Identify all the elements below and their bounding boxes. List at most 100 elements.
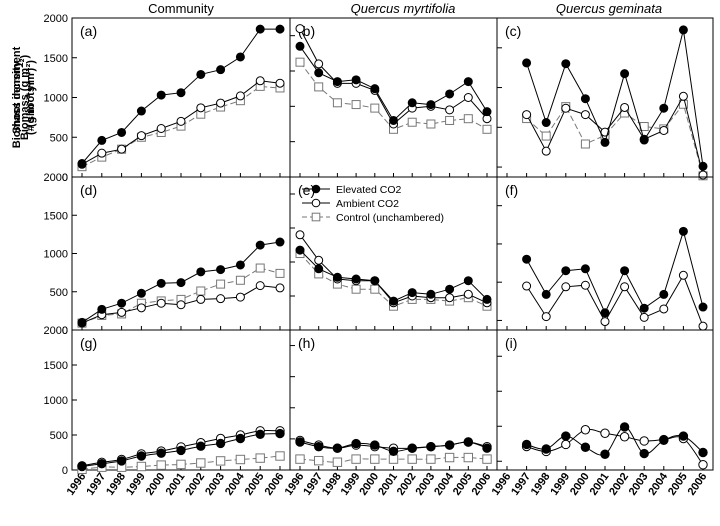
elevated-point	[522, 58, 532, 68]
elevated-point	[445, 89, 455, 99]
ambient-point	[639, 312, 649, 322]
ambient-point	[698, 321, 708, 331]
y-tick-label: 1000	[44, 395, 68, 407]
x-tick-label: 2004	[646, 470, 670, 498]
ambient-point	[275, 283, 285, 293]
x-tick-label: 2003	[413, 471, 437, 498]
ambient-point	[619, 432, 630, 442]
x-tick-label: 1998	[104, 471, 128, 498]
elevated-point	[639, 448, 649, 459]
elevated-point	[176, 88, 186, 98]
x-tick-label: 2001	[588, 471, 612, 498]
elevated-point	[311, 184, 321, 194]
ambient-point	[639, 436, 649, 446]
ambient-point	[311, 198, 321, 208]
ambient-point	[580, 425, 591, 435]
x-tick-label: 1998	[529, 471, 553, 498]
ambient-point	[156, 124, 166, 134]
control-point	[388, 454, 399, 464]
x-tick-label: 2002	[607, 471, 631, 498]
control-point	[445, 115, 455, 125]
elevated-point	[426, 289, 436, 299]
ambient-point	[314, 255, 324, 265]
panel-label: (g)	[80, 335, 97, 351]
control-point	[482, 124, 492, 134]
elevated-point	[77, 158, 87, 168]
panel-a: 0 500 1000 1500 2000 (a) Biomass (g m⁻²)	[19, 13, 291, 184]
elevated-point	[156, 90, 166, 100]
elevated-point	[77, 317, 87, 327]
x-tick-label: 2006	[470, 471, 494, 498]
control-point	[215, 456, 226, 466]
ambient-point	[196, 103, 206, 113]
elevated-point	[482, 107, 492, 117]
elevated-series-line	[526, 229, 704, 315]
plot-area: 0 500 1000 1500 2000 (a) Biomass (g m⁻²) 0 500 10…	[11, 13, 714, 498]
ambient-point	[136, 131, 146, 141]
ambient-point	[176, 300, 186, 310]
ambient-point	[445, 293, 455, 303]
control-series-line	[81, 85, 281, 168]
elevated-point	[698, 302, 708, 312]
elevated-point	[426, 100, 436, 110]
x-tick-label: 2000	[357, 471, 381, 498]
control-point	[295, 454, 305, 464]
ambient-series-line	[526, 94, 704, 176]
elevated-point	[600, 137, 610, 147]
panel-g: 0500100015002000199619971998199920002001…	[44, 325, 291, 498]
panel-label: (c)	[505, 23, 521, 39]
control-point	[370, 284, 380, 294]
y-tick-label: 0	[62, 172, 68, 184]
y-axis-label: Biomass (g m⁻²)	[19, 55, 31, 141]
control-point	[136, 461, 147, 472]
panel-frame	[496, 176, 714, 331]
legend-label-ambient: Ambient CO2	[336, 198, 399, 210]
ambient-point	[117, 307, 127, 317]
y-tick-label: 2000	[44, 325, 68, 337]
elevated-point	[678, 226, 688, 236]
ambient-point	[117, 144, 127, 154]
elevated-point	[370, 84, 380, 94]
x-tick-label: 2005	[451, 471, 475, 498]
ambient-point	[698, 460, 708, 470]
control-series-line	[526, 103, 704, 176]
control-point	[196, 286, 206, 296]
y-axis-label: Biomass increment	[11, 46, 23, 148]
elevated-point	[388, 446, 399, 457]
ambient-point	[235, 292, 245, 302]
y-tick-label: 500	[50, 132, 68, 144]
elevated-point	[97, 304, 107, 314]
x-tick-label: 2002	[183, 471, 207, 498]
control-point	[255, 263, 265, 273]
ambient-point	[698, 170, 708, 180]
ambient-point	[659, 304, 669, 314]
panel-b: (b)Shoot density (# shoots m⁻²)	[11, 17, 498, 178]
y-axis-label-units: (g m⁻² yr⁻¹)	[25, 68, 37, 128]
control-point	[314, 82, 324, 92]
elevated-point	[678, 431, 689, 441]
ambient-point	[156, 298, 166, 308]
elevated-point	[620, 266, 630, 276]
elevated-series-line	[299, 46, 488, 122]
y-tick-label: 1500	[44, 53, 68, 65]
ambient-point	[600, 428, 610, 438]
elevated-point	[445, 284, 455, 294]
control-point	[351, 100, 361, 110]
elevated-point	[196, 441, 206, 451]
elevated-point	[407, 443, 417, 453]
control-point	[156, 460, 166, 470]
elevated-point	[136, 451, 147, 461]
elevated-point	[463, 437, 473, 447]
panel-e: (e)	[289, 176, 498, 331]
x-tick-label: 2001	[376, 471, 400, 498]
x-tick-label: 2005	[243, 471, 267, 498]
control-point	[444, 452, 455, 463]
control-point	[196, 458, 206, 468]
ambient-point	[678, 270, 688, 280]
ambient-point	[275, 78, 285, 88]
panel-label: (i)	[505, 335, 517, 351]
elevated-point	[136, 288, 146, 298]
ambient-point	[176, 116, 186, 126]
ambient-point	[445, 105, 455, 115]
x-tick-label: 2000	[144, 471, 168, 498]
